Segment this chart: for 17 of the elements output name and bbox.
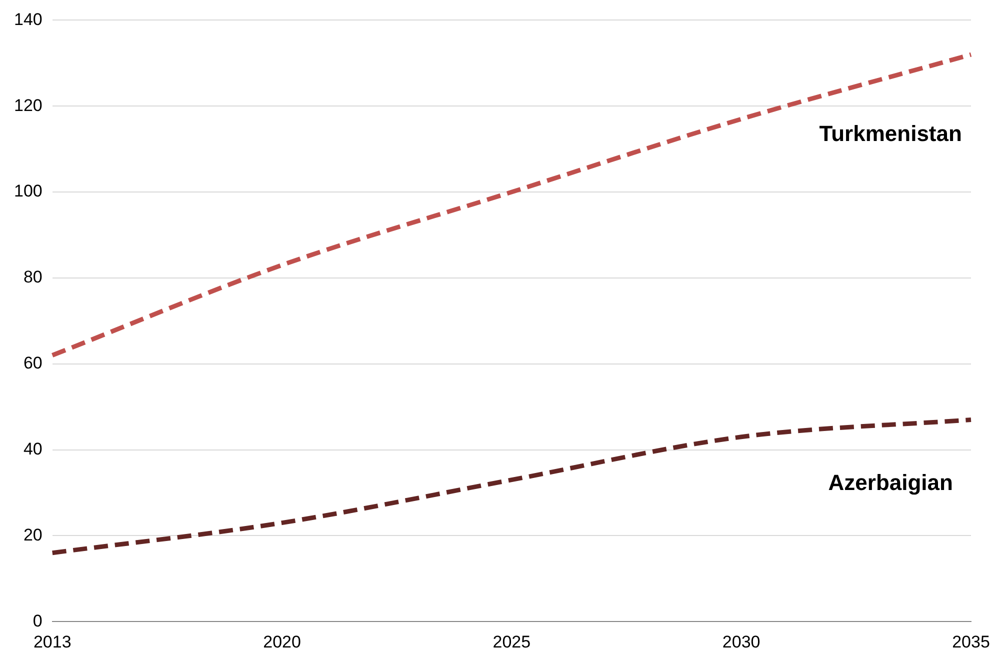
y-tick-label: 0 <box>32 611 42 630</box>
series-label: Azerbaigian <box>828 470 953 495</box>
x-tick-label: 2020 <box>263 632 301 652</box>
x-tick-label: 2035 <box>952 632 990 652</box>
x-tick-label: 2025 <box>492 632 531 652</box>
line-series <box>50 417 974 556</box>
x-tick-label: 2030 <box>722 632 760 652</box>
y-tick-label: 60 <box>23 354 42 373</box>
y-tick-label: 140 <box>14 10 42 29</box>
y-tick-label: 80 <box>23 268 42 287</box>
y-tick-label: 100 <box>14 182 42 201</box>
x-tick-label: 2013 <box>33 632 72 652</box>
y-tick-label: 40 <box>23 439 42 458</box>
line-series <box>50 52 974 358</box>
series-label: Turkmenistan <box>819 121 962 146</box>
y-tick-label: 20 <box>23 525 42 544</box>
y-tick-label: 120 <box>14 96 42 115</box>
